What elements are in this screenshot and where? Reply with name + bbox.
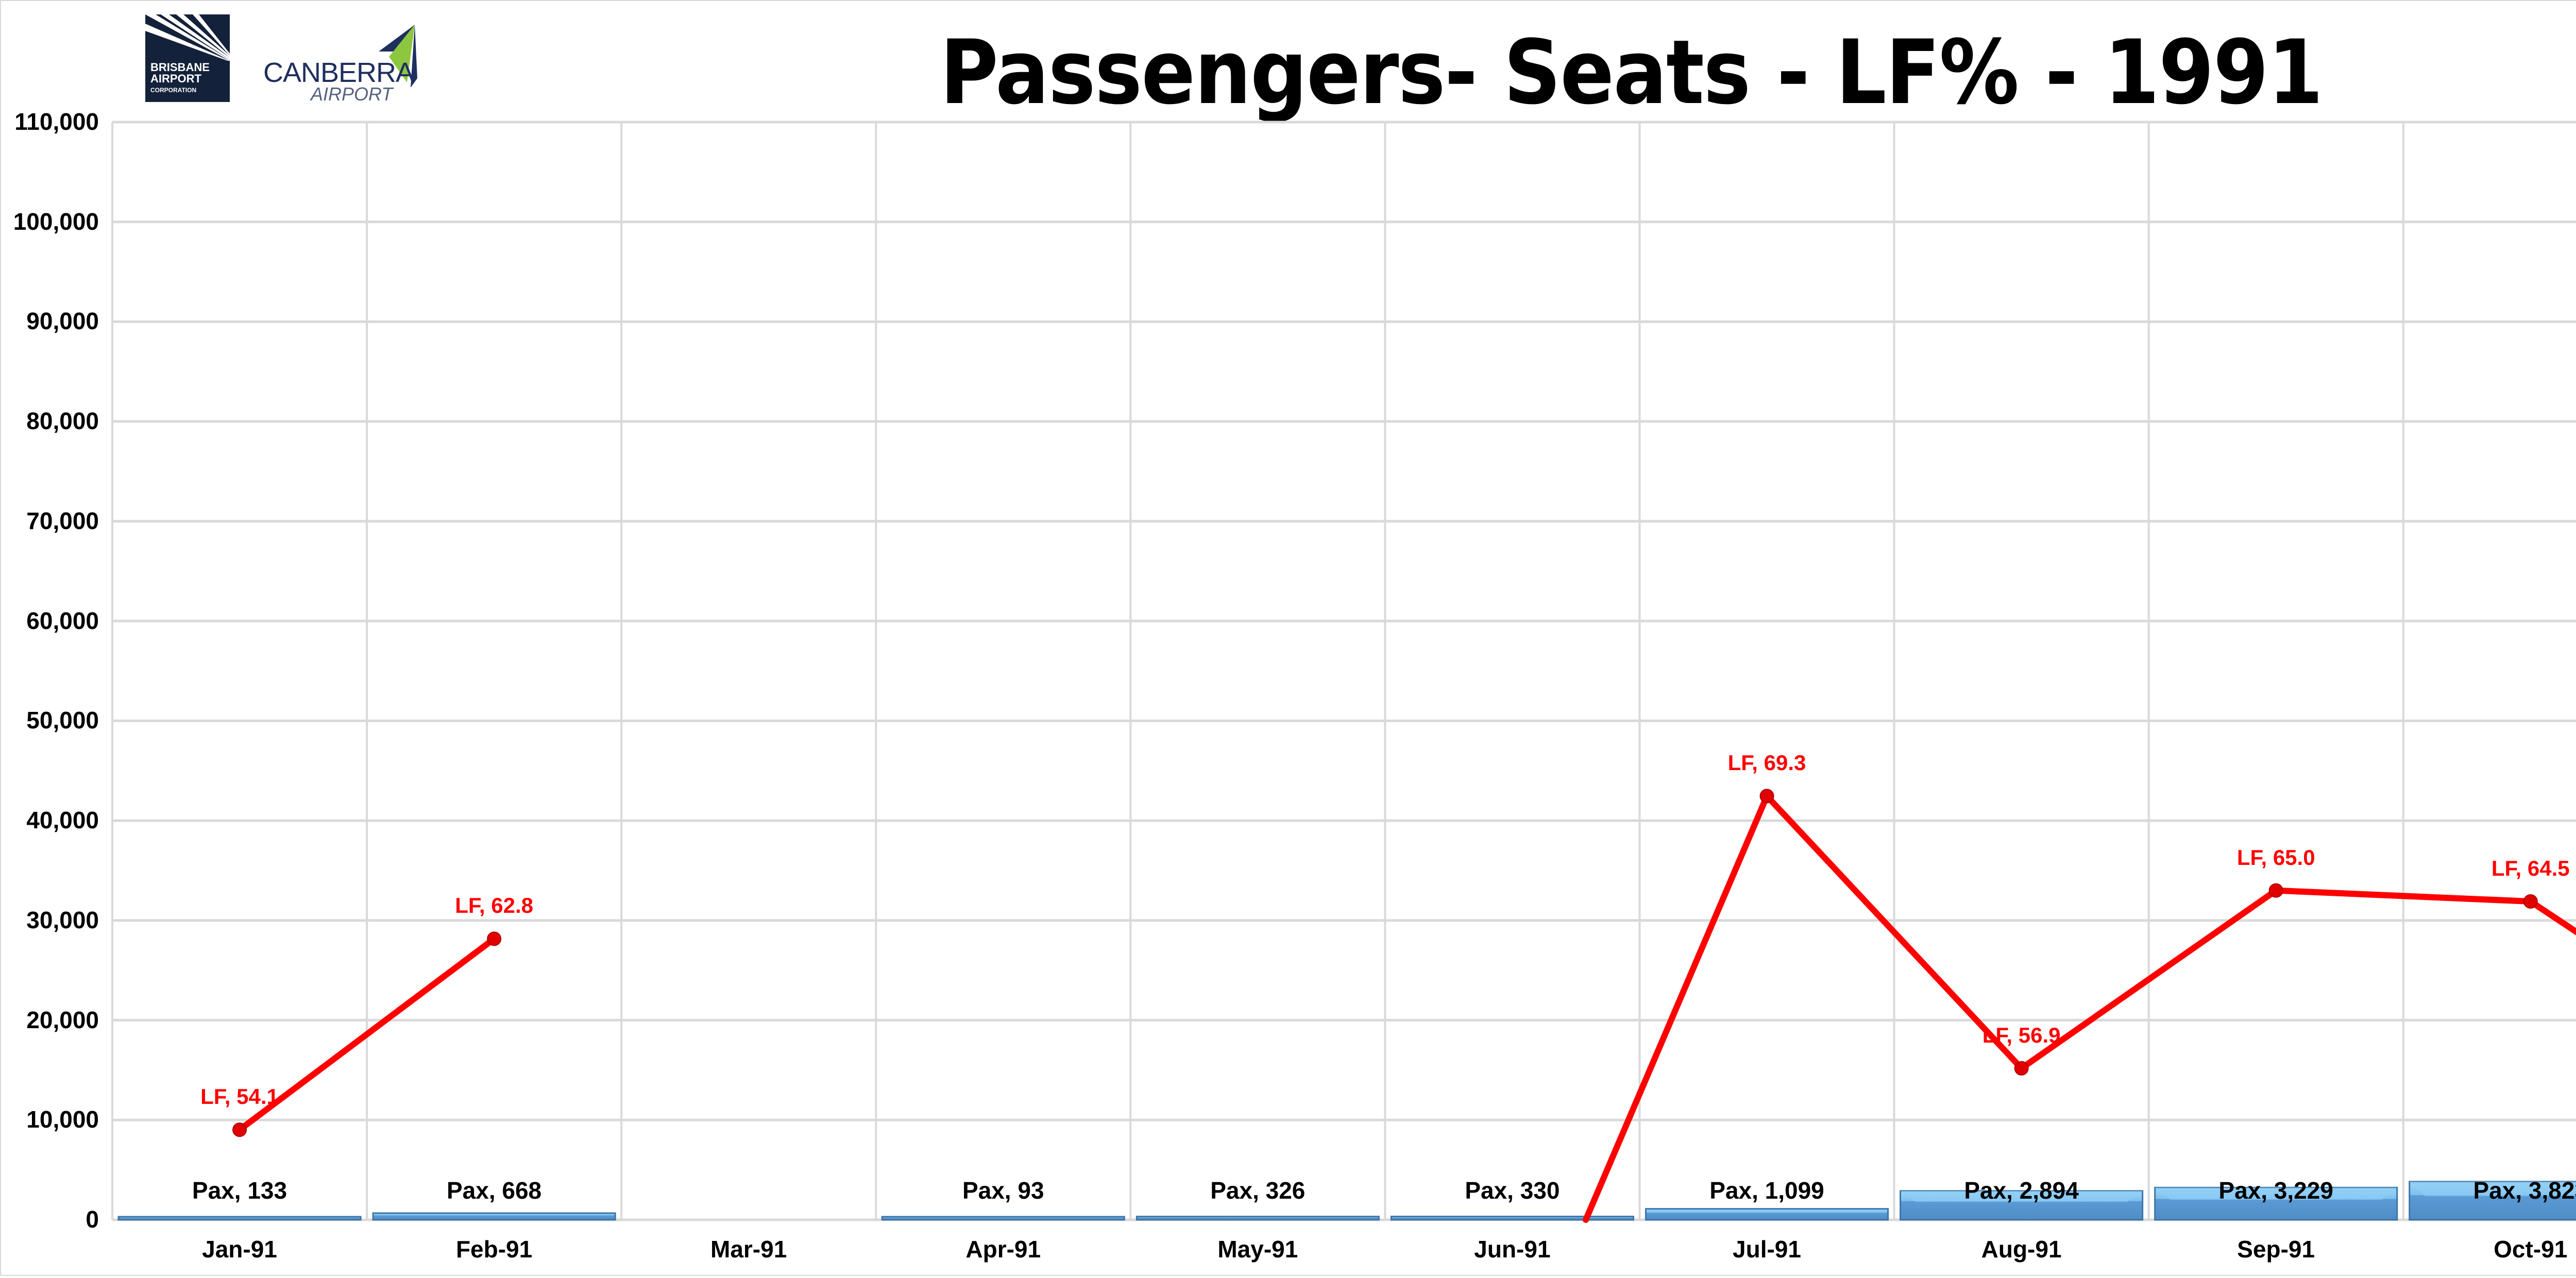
- left-axis-tick: 50,000: [26, 707, 99, 734]
- pax-label: Pax, 330: [1465, 1177, 1560, 1204]
- x-axis-tick: Jun-91: [1474, 1236, 1551, 1263]
- x-axis-tick: Mar-91: [710, 1236, 787, 1263]
- x-axis-tick: May-91: [1217, 1236, 1298, 1263]
- lf-label: LF, 69.3: [1727, 751, 1806, 775]
- pax-label: Pax, 2,894: [1964, 1177, 2079, 1204]
- lf-marker: [2014, 1061, 2029, 1076]
- pax-bar: [1390, 1216, 1635, 1221]
- pax-bar: [1900, 1190, 2144, 1221]
- left-axis-tick: 10,000: [26, 1106, 99, 1133]
- pax-bar: [1136, 1216, 1380, 1221]
- pax-label: Pax, 668: [446, 1177, 542, 1204]
- pax-label: Pax, 93: [962, 1177, 1044, 1204]
- left-axis-tick: 40,000: [26, 807, 99, 834]
- pax-bar: [1645, 1208, 1889, 1221]
- left-axis-tick: 110,000: [14, 108, 99, 135]
- brisbane-airport-logo: BRISBANE AIRPORT CORPORATION: [145, 14, 230, 102]
- lf-marker: [2523, 894, 2538, 909]
- x-axis-tick: Aug-91: [1981, 1236, 2062, 1263]
- lf-marker: [487, 931, 502, 946]
- sunburst-icon: [145, 14, 230, 61]
- left-axis-tick: 90,000: [26, 308, 99, 335]
- pax-bar: [372, 1212, 616, 1221]
- lf-label: LF, 62.8: [455, 893, 533, 918]
- left-axis-tick: 100,000: [13, 208, 99, 235]
- x-axis-tick: Apr-91: [965, 1236, 1041, 1263]
- pax-label: Pax, 3,823: [2473, 1177, 2576, 1204]
- gridlines: [111, 121, 2576, 1221]
- pax-bar: [881, 1216, 1125, 1221]
- left-axis-tick: 70,000: [26, 507, 99, 534]
- pax-label: Pax, 133: [192, 1177, 287, 1204]
- pax-bar: [117, 1216, 362, 1221]
- lf-label: LF, 56.9: [1982, 1023, 2061, 1047]
- lf-marker: [1759, 789, 1774, 804]
- left-axis-tick: 80,000: [26, 407, 99, 435]
- x-axis-tick: Jul-91: [1733, 1236, 1801, 1263]
- lf-label: LF, 65.0: [2236, 845, 2315, 870]
- canberra-arrow-icon: [379, 25, 417, 88]
- lf-marker: [2268, 883, 2283, 898]
- pax-label: Pax, 1,099: [1709, 1177, 1824, 1204]
- lf-label: LF, 64.5: [2491, 856, 2570, 880]
- pax-label: Pax, 326: [1210, 1177, 1306, 1204]
- brisbane-logo-text: BRISBANE AIRPORT CORPORATION: [150, 61, 210, 94]
- left-axis-tick: 60,000: [26, 607, 99, 634]
- lf-marker: [232, 1122, 247, 1137]
- pax-label: Pax, 3,229: [2218, 1177, 2333, 1204]
- x-axis-tick: Sep-91: [2237, 1236, 2315, 1263]
- x-axis-tick: Jan-91: [202, 1236, 277, 1263]
- left-axis-tick: 20,000: [26, 1006, 99, 1033]
- lf-line-series: [232, 789, 2576, 1223]
- x-axis-tick: Feb-91: [455, 1236, 533, 1263]
- x-axis-tick: Oct-91: [2494, 1236, 2568, 1263]
- left-axis-tick: 0: [86, 1206, 99, 1233]
- chart-title: Passengers- Seats - LF% - 1991: [940, 21, 2323, 124]
- pax-bar: [2409, 1181, 2576, 1221]
- left-axis-tick: 30,000: [26, 906, 99, 933]
- canberra-airport-logo: CANBERRA AIRPORT: [260, 21, 425, 105]
- pax-bar: [2154, 1186, 2398, 1221]
- pax-bars: [117, 1181, 2576, 1221]
- lf-label: LF, 54.1: [200, 1084, 279, 1109]
